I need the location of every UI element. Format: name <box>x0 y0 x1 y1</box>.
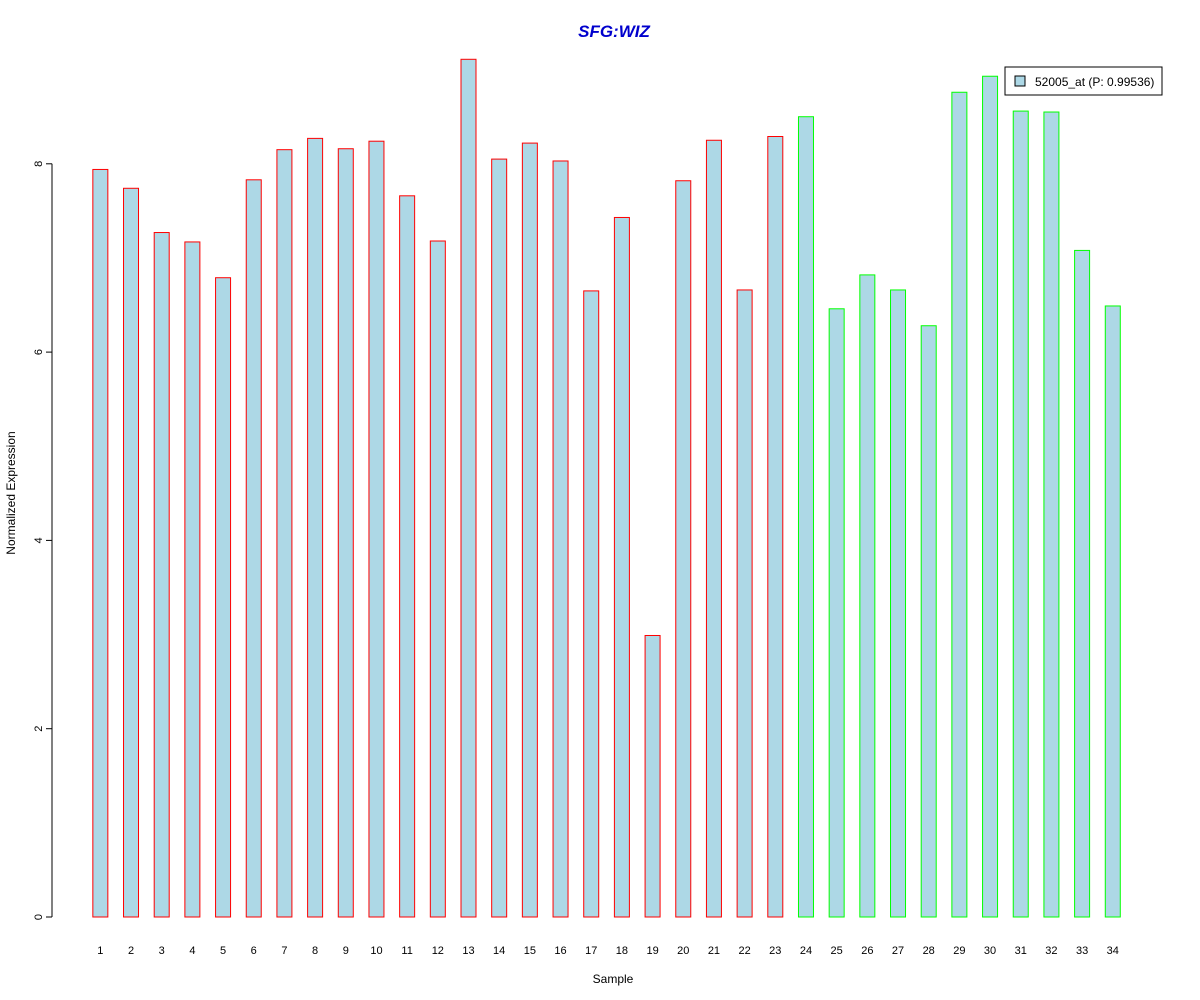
x-tick-label: 2 <box>128 945 134 957</box>
x-tick-label: 5 <box>220 945 226 957</box>
bar-sample-2 <box>123 187 140 918</box>
x-tick-label: 29 <box>953 945 965 957</box>
bar-sample-16 <box>552 160 569 918</box>
bar-sample-29 <box>951 91 968 918</box>
bar-sample-21 <box>705 139 722 918</box>
x-tick-label: 27 <box>892 945 904 957</box>
bar-sample-34 <box>1104 305 1121 918</box>
x-tick-label: 12 <box>432 945 444 957</box>
x-tick-label: 17 <box>585 945 597 957</box>
bar-sample-28 <box>920 325 937 918</box>
y-tick-label: 0 <box>33 914 45 920</box>
y-axis: 0 2 4 6 8 <box>33 161 53 920</box>
x-axis-title: Sample <box>593 972 634 986</box>
y-tick-label: 6 <box>33 349 45 355</box>
x-tick-label: 28 <box>923 945 935 957</box>
bar-sample-9 <box>337 148 354 918</box>
x-tick-label: 22 <box>738 945 750 957</box>
bar-sample-10 <box>368 140 385 918</box>
x-tick-label: 19 <box>646 945 658 957</box>
legend: 52005_at (P: 0.99536) <box>1004 66 1163 96</box>
bar-sample-17 <box>583 290 600 918</box>
x-tick-label: 7 <box>281 945 287 957</box>
x-tick-label: 25 <box>831 945 843 957</box>
x-tick-label: 6 <box>251 945 257 957</box>
bar-sample-25 <box>828 308 845 918</box>
bar-sample-32 <box>1043 111 1060 918</box>
x-tick-label: 32 <box>1045 945 1057 957</box>
x-tick-label: 34 <box>1107 945 1119 957</box>
bar-sample-12 <box>429 240 446 918</box>
x-tick-label: 31 <box>1015 945 1027 957</box>
x-tick-label: 3 <box>159 945 165 957</box>
bar-sample-15 <box>521 142 538 918</box>
legend-label: 52005_at (P: 0.99536) <box>1035 75 1154 89</box>
y-tick-label: 8 <box>33 161 45 167</box>
bar-sample-3 <box>153 232 170 918</box>
bar-sample-31 <box>1012 110 1029 918</box>
x-tick-label: 21 <box>708 945 720 957</box>
x-tick-label: 8 <box>312 945 318 957</box>
x-tick-label: 10 <box>370 945 382 957</box>
x-tick-labels: 1 2 3 4 5 6 7 8 9 10 11 12 13 14 15 16 17 18 19 20 21 22 23 24 2… <box>97 945 1119 957</box>
x-tick-label: 30 <box>984 945 996 957</box>
bar-sample-4 <box>184 241 201 918</box>
bar-sample-11 <box>399 195 416 918</box>
x-tick-label: 20 <box>677 945 689 957</box>
x-tick-label: 4 <box>189 945 195 957</box>
bar-sample-1 <box>92 168 109 918</box>
x-tick-label: 14 <box>493 945 505 957</box>
bar-sample-33 <box>1074 249 1091 918</box>
chart-title: SFG:WIZ <box>578 22 650 41</box>
bar-sample-7 <box>276 149 293 918</box>
bar-sample-19 <box>644 634 661 918</box>
bar-sample-26 <box>859 274 876 918</box>
x-tick-label: 24 <box>800 945 812 957</box>
x-tick-label: 23 <box>769 945 781 957</box>
bar-sample-14 <box>491 158 508 918</box>
bars-group <box>92 58 1121 918</box>
bar-sample-30 <box>982 75 999 918</box>
bar-sample-8 <box>307 137 324 918</box>
bar-sample-24 <box>797 116 814 918</box>
y-tick-label: 4 <box>33 537 45 543</box>
legend-box <box>1004 66 1163 96</box>
y-axis-title: Normalized Expression <box>4 431 18 554</box>
x-tick-label: 11 <box>401 945 412 957</box>
x-tick-label: 33 <box>1076 945 1088 957</box>
y-tick-label: 2 <box>33 726 45 732</box>
bar-sample-23 <box>767 136 784 918</box>
legend-swatch <box>1014 75 1026 87</box>
x-tick-label: 9 <box>343 945 349 957</box>
bar-sample-27 <box>890 289 907 918</box>
x-tick-label: 16 <box>554 945 566 957</box>
x-tick-label: 15 <box>524 945 536 957</box>
bar-sample-18 <box>613 216 630 918</box>
bar-sample-13 <box>460 58 477 918</box>
x-tick-label: 13 <box>462 945 474 957</box>
x-tick-label: 1 <box>97 945 103 957</box>
bar-sample-6 <box>245 179 262 918</box>
bar-sample-22 <box>736 289 753 918</box>
bar-sample-20 <box>675 180 692 918</box>
bar-sample-5 <box>215 277 232 918</box>
x-tick-label: 18 <box>616 945 628 957</box>
x-tick-label: 26 <box>861 945 873 957</box>
